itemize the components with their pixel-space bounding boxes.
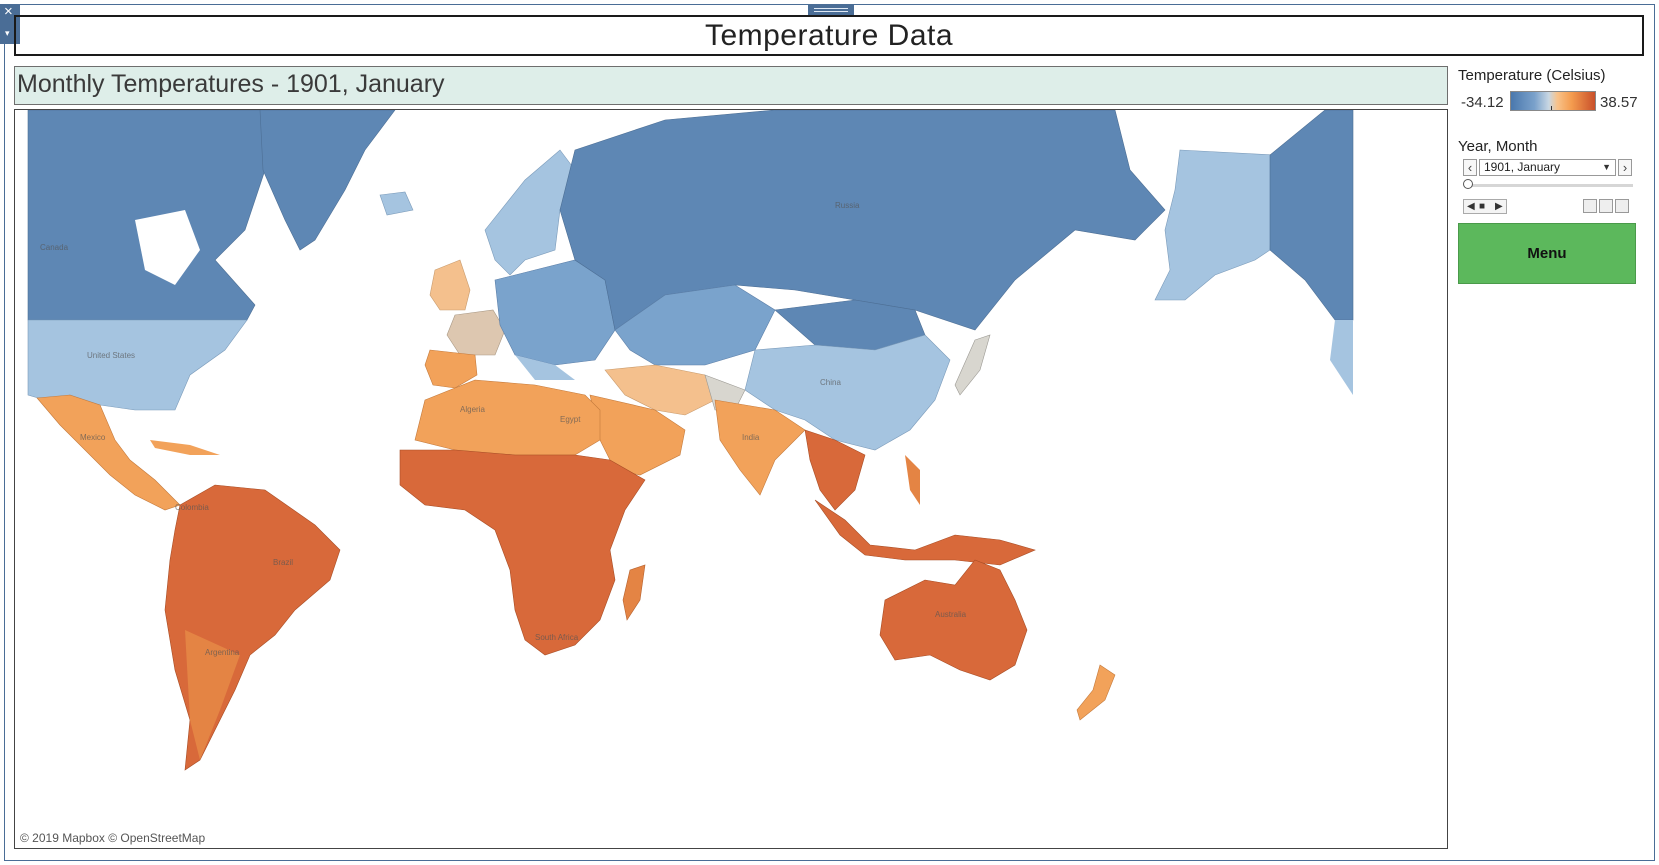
- region-russia[interactable]: [559, 110, 1166, 331]
- region-eastern-europe[interactable]: [494, 259, 616, 366]
- chevron-down-icon[interactable]: ▾: [5, 28, 10, 38]
- label-india: India: [742, 433, 760, 442]
- label-canada: Canada: [40, 243, 69, 252]
- stop-icon[interactable]: ■: [1479, 201, 1486, 212]
- label-egypt: Egypt: [560, 415, 581, 424]
- speed-medium-icon[interactable]: [1599, 199, 1613, 213]
- label-algeria: Algeria: [460, 405, 485, 414]
- legend-title: Temperature (Celsius): [1458, 67, 1606, 84]
- region-uk[interactable]: [429, 259, 471, 311]
- region-scandinavia[interactable]: [484, 149, 576, 276]
- region-indonesia[interactable]: [814, 499, 1036, 566]
- region-north-africa[interactable]: [414, 379, 601, 456]
- region-india[interactable]: [714, 399, 806, 496]
- label-argentina: Argentina: [205, 648, 240, 657]
- label-russia: Russia: [835, 201, 860, 210]
- region-madagascar[interactable]: [622, 564, 646, 621]
- play-back-icon[interactable]: ◀: [1467, 201, 1475, 212]
- world-map[interactable]: Canada United States Mexico Colombia Bra…: [15, 110, 1448, 849]
- map-view[interactable]: Canada United States Mexico Colombia Bra…: [14, 109, 1448, 849]
- speed-controls: [1583, 199, 1631, 214]
- region-alaska[interactable]: [1154, 149, 1276, 301]
- speed-fast-icon[interactable]: [1615, 199, 1629, 213]
- label-colombia: Colombia: [175, 503, 209, 512]
- region-middle-east[interactable]: [604, 364, 716, 416]
- close-icon[interactable]: ×: [4, 3, 13, 20]
- map-attribution: © 2019 Mapbox © OpenStreetMap: [20, 831, 206, 845]
- year-month-select[interactable]: 1901, January ▼: [1479, 159, 1616, 176]
- sheet-title: Monthly Temperatures - 1901, January: [14, 66, 1448, 105]
- next-button[interactable]: ›: [1618, 159, 1632, 176]
- play-forward-icon[interactable]: ▶: [1495, 201, 1503, 212]
- previous-button[interactable]: ‹: [1463, 159, 1477, 176]
- filter-title: Year, Month: [1458, 138, 1538, 155]
- region-africa[interactable]: [399, 449, 646, 656]
- label-mexico: Mexico: [80, 433, 106, 442]
- dashboard-frame: [4, 4, 1655, 861]
- region-south-america[interactable]: [164, 484, 341, 771]
- region-canada-east[interactable]: [1269, 110, 1354, 321]
- chevron-down-icon[interactable]: ▼: [1602, 162, 1611, 172]
- legend-max: 38.57: [1600, 94, 1638, 111]
- label-australia: Australia: [935, 610, 967, 619]
- playback-controls: ◀ ■ ▶: [1463, 199, 1507, 214]
- speed-slow-icon[interactable]: [1583, 199, 1597, 213]
- region-greenland[interactable]: [259, 110, 396, 251]
- slider-track[interactable]: [1470, 184, 1633, 187]
- region-se-asia[interactable]: [804, 429, 866, 511]
- year-month-value: 1901, January: [1484, 160, 1561, 174]
- dashboard-title: Temperature Data: [14, 15, 1644, 56]
- region-mexico[interactable]: [36, 394, 181, 511]
- color-legend-bar: [1510, 91, 1596, 111]
- slider-thumb[interactable]: [1463, 179, 1473, 189]
- region-new-zealand[interactable]: [1076, 664, 1116, 721]
- menu-button[interactable]: Menu: [1458, 223, 1636, 284]
- region-australia[interactable]: [879, 559, 1028, 681]
- region-arabia[interactable]: [589, 394, 686, 476]
- region-france[interactable]: [446, 309, 506, 356]
- label-united-states: United States: [87, 351, 135, 360]
- label-china: China: [820, 378, 841, 387]
- label-south-africa: South Africa: [535, 633, 579, 642]
- drag-handle[interactable]: [808, 5, 854, 16]
- legend-min: -34.12: [1461, 94, 1504, 111]
- label-brazil: Brazil: [273, 558, 293, 567]
